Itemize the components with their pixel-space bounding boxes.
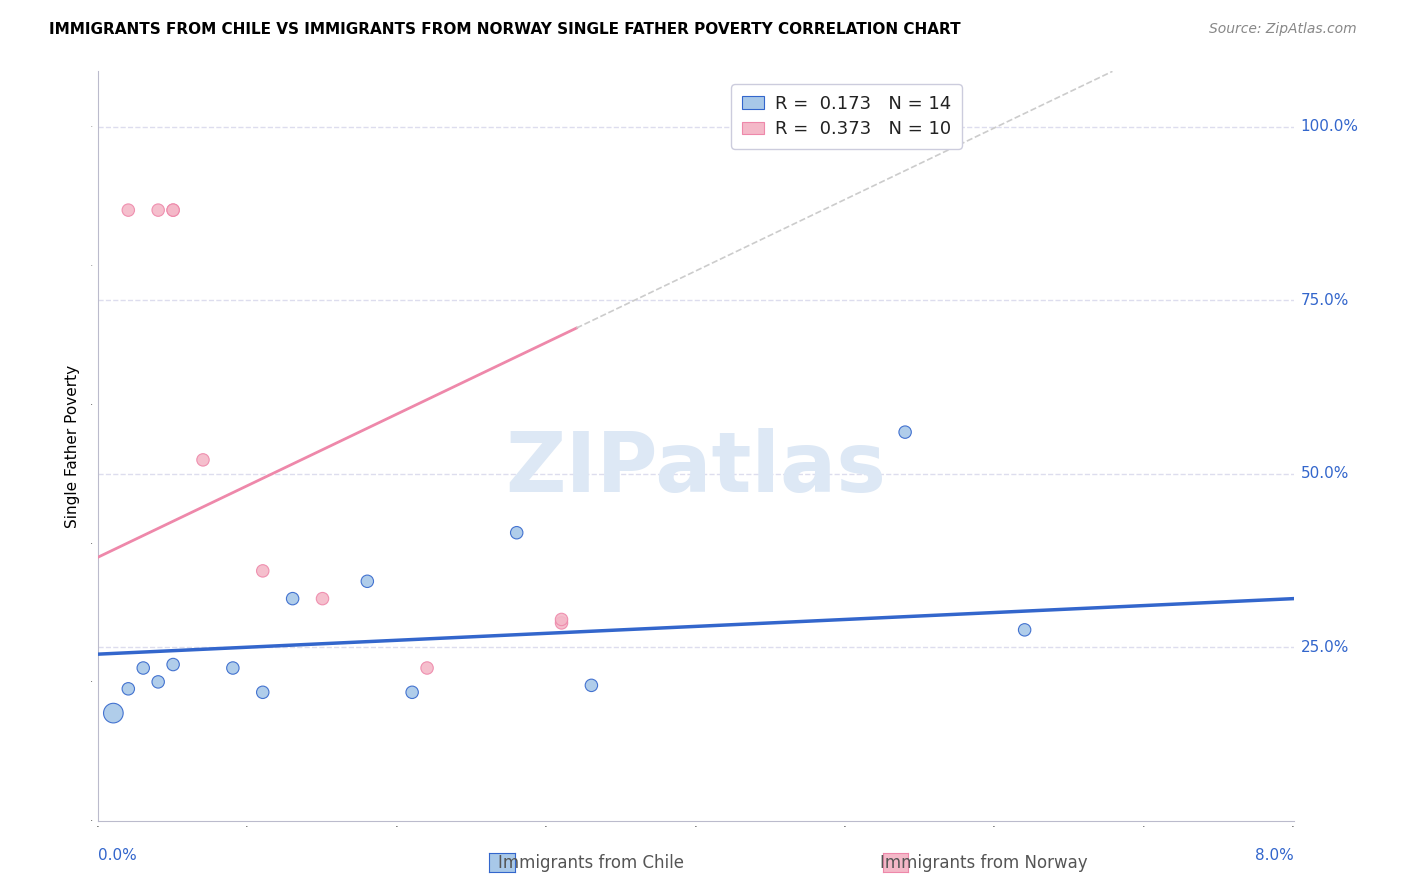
Point bbox=[401, 685, 423, 699]
Point bbox=[191, 453, 214, 467]
Point bbox=[252, 564, 274, 578]
Point bbox=[894, 425, 917, 439]
Point bbox=[148, 674, 170, 689]
Point bbox=[1014, 623, 1036, 637]
Text: ZIPatlas: ZIPatlas bbox=[506, 428, 886, 509]
Text: Immigrants from Chile: Immigrants from Chile bbox=[498, 855, 683, 872]
Point bbox=[581, 678, 603, 692]
Text: IMMIGRANTS FROM CHILE VS IMMIGRANTS FROM NORWAY SINGLE FATHER POVERTY CORRELATIO: IMMIGRANTS FROM CHILE VS IMMIGRANTS FROM… bbox=[49, 22, 960, 37]
Point bbox=[162, 657, 184, 672]
Text: 25.0%: 25.0% bbox=[1301, 640, 1348, 655]
Point bbox=[281, 591, 304, 606]
Point bbox=[117, 203, 139, 218]
Point bbox=[506, 525, 529, 540]
Point bbox=[148, 203, 170, 218]
Point bbox=[416, 661, 439, 675]
Point bbox=[252, 685, 274, 699]
Text: 0.0%: 0.0% bbox=[98, 848, 138, 863]
Text: 50.0%: 50.0% bbox=[1301, 467, 1348, 482]
Point bbox=[132, 661, 155, 675]
Point bbox=[162, 203, 184, 218]
Point bbox=[117, 681, 139, 696]
Point bbox=[222, 661, 245, 675]
Text: 8.0%: 8.0% bbox=[1254, 848, 1294, 863]
Point bbox=[550, 615, 572, 630]
Text: Source: ZipAtlas.com: Source: ZipAtlas.com bbox=[1209, 22, 1357, 37]
Legend: R =  0.173   N = 14, R =  0.373   N = 10: R = 0.173 N = 14, R = 0.373 N = 10 bbox=[731, 84, 962, 149]
Y-axis label: Single Father Poverty: Single Father Poverty bbox=[65, 365, 80, 527]
Point bbox=[103, 706, 125, 720]
Point bbox=[550, 612, 572, 626]
Text: 75.0%: 75.0% bbox=[1301, 293, 1348, 308]
Text: 100.0%: 100.0% bbox=[1301, 120, 1358, 135]
Point bbox=[356, 574, 378, 589]
Point bbox=[162, 203, 184, 218]
Point bbox=[311, 591, 333, 606]
Text: Immigrants from Norway: Immigrants from Norway bbox=[880, 855, 1088, 872]
